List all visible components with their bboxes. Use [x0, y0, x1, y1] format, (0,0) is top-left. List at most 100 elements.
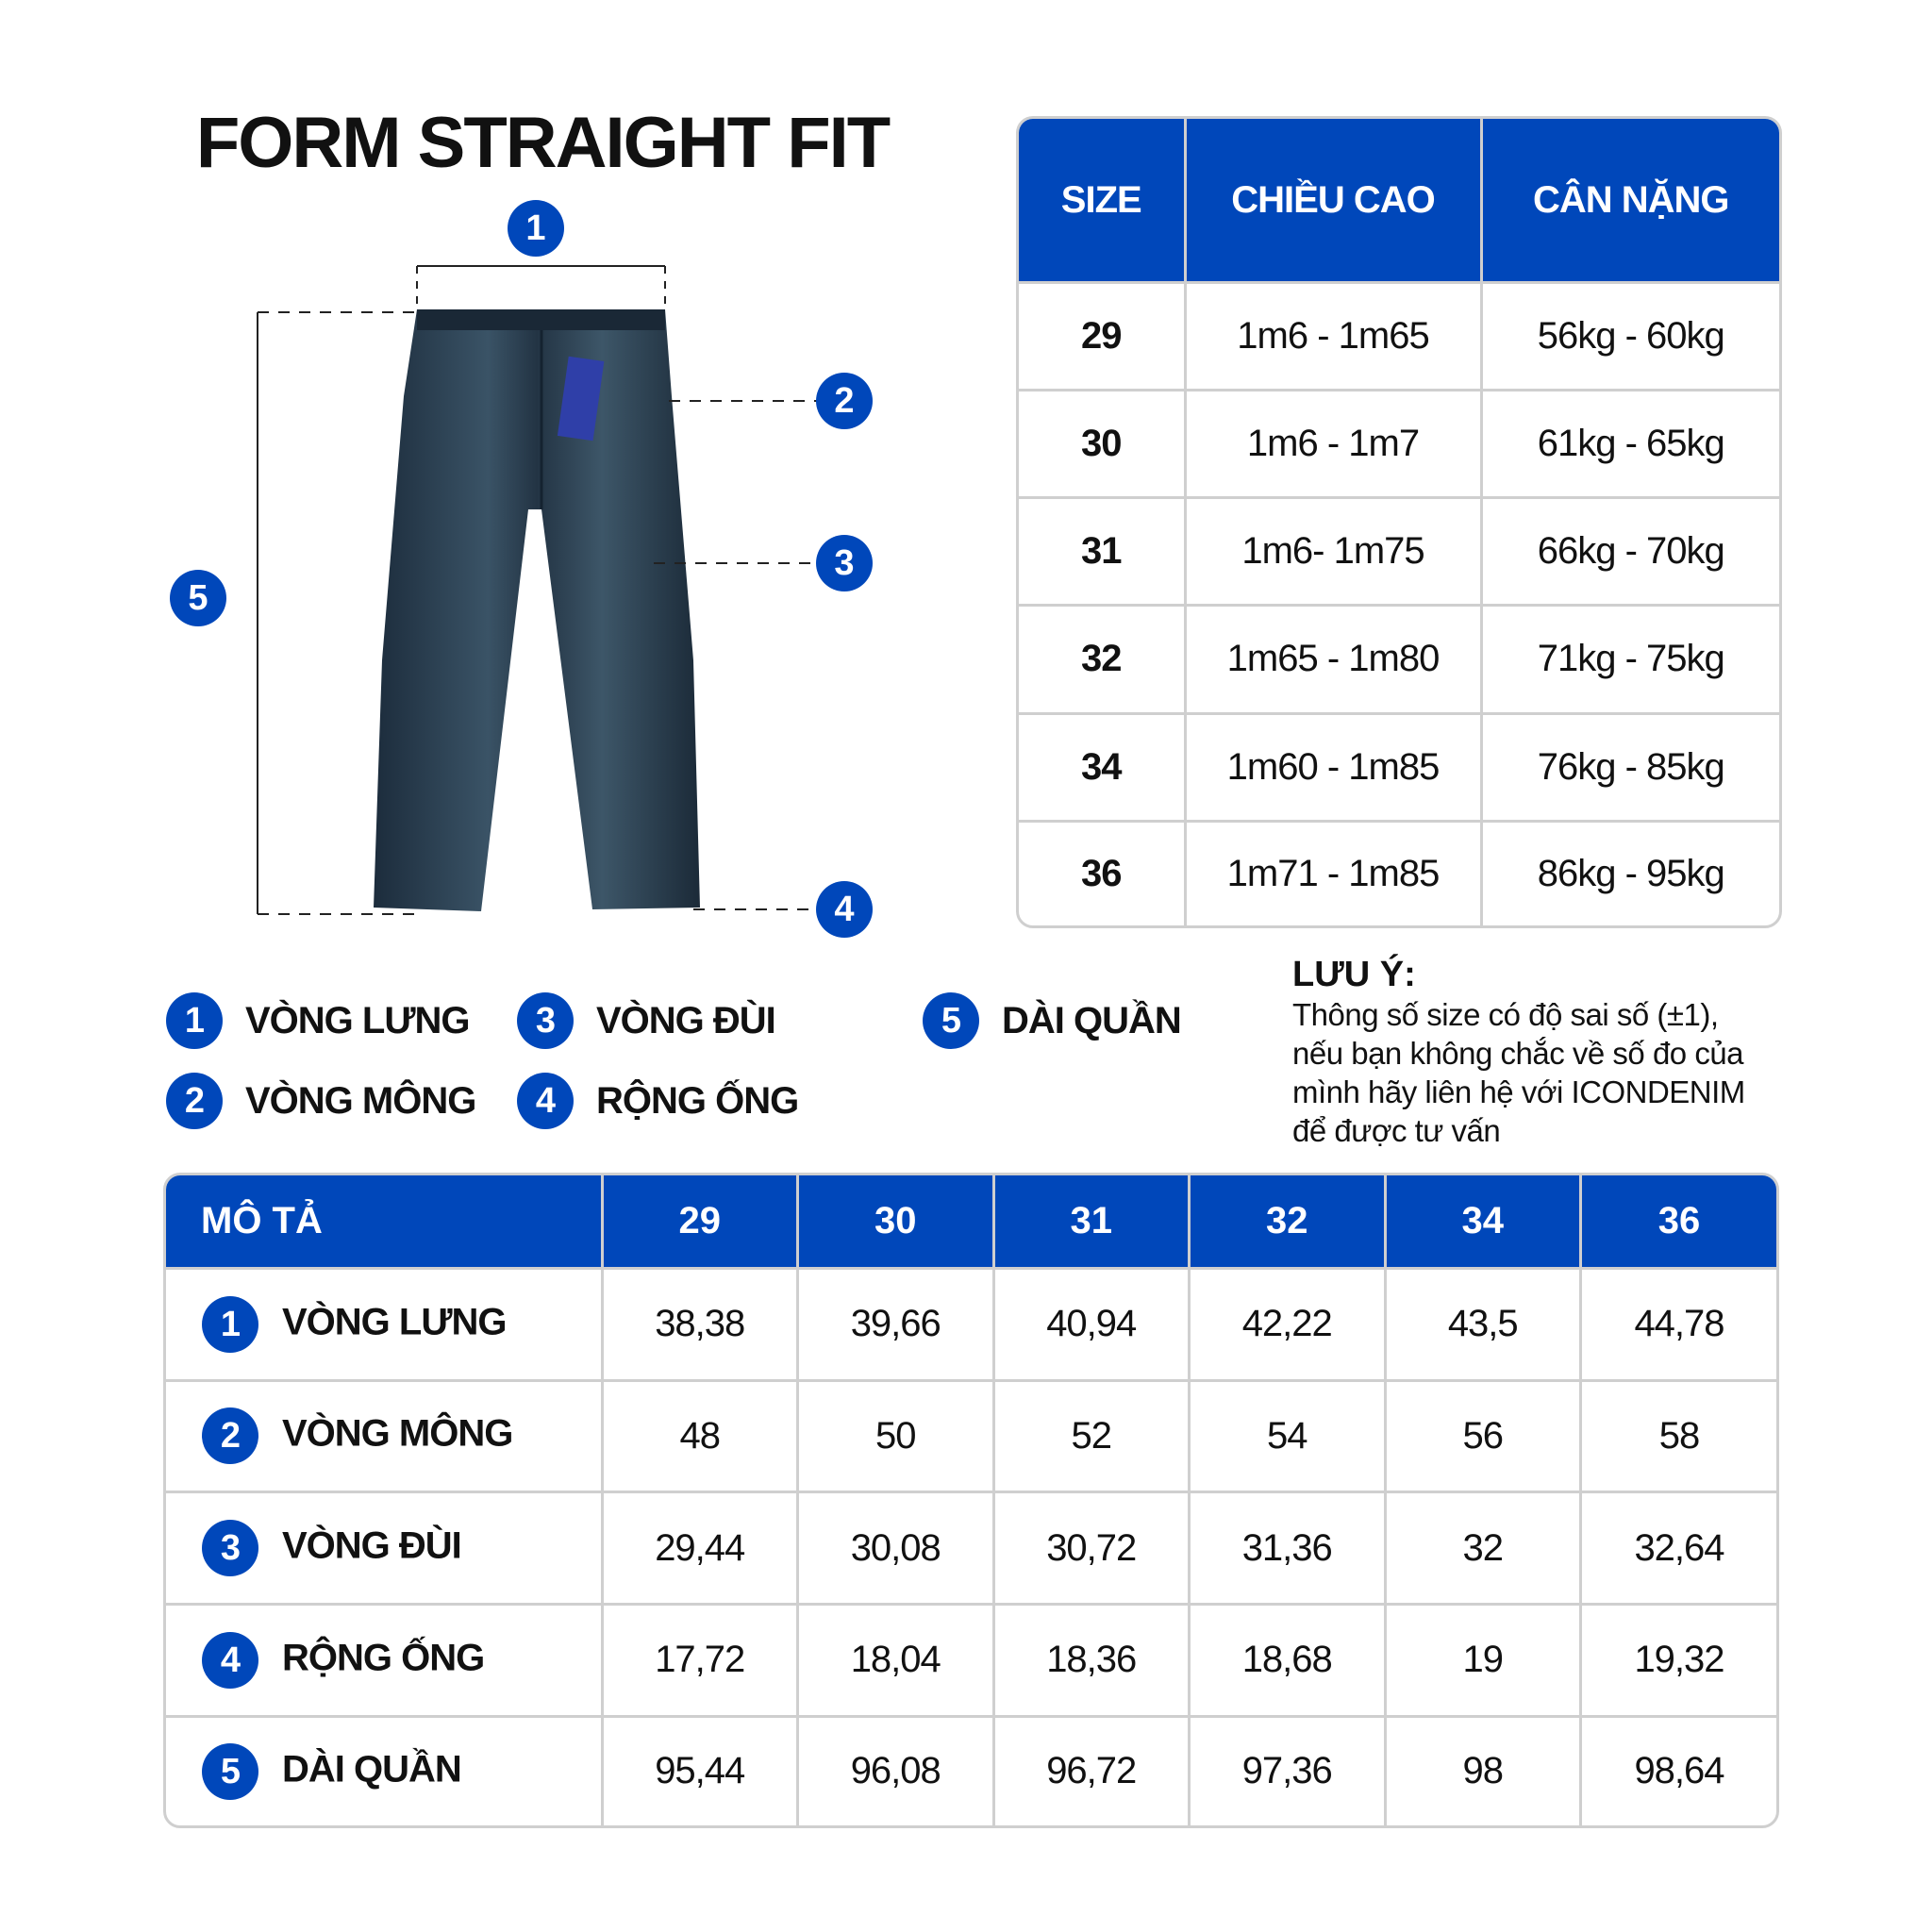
jeans-image	[374, 309, 700, 911]
measurement-value: 48	[600, 1378, 798, 1492]
measurement-value: 42,22	[1188, 1267, 1385, 1381]
height-cell: 1m60 - 1m85	[1183, 711, 1481, 822]
weight-cell: 66kg - 70kg	[1479, 496, 1779, 606]
number-badge: 3	[202, 1520, 258, 1577]
table-row: 5 DÀI QUẦN 95,44 96,08 96,72 97,36 98 98,64	[166, 1714, 1776, 1825]
page-title: FORM STRAIGHT FIT	[195, 103, 891, 183]
note-line: để được tư vấn	[1292, 1113, 1501, 1148]
legend-number: 2	[166, 1073, 223, 1129]
measurement-label-cell: 2 VÒNG MÔNG	[166, 1378, 602, 1492]
size-header: 34	[1383, 1175, 1581, 1269]
measurement-label: VÒNG ĐÙI	[282, 1524, 462, 1567]
table-row: 29 1m6 - 1m65 56kg - 60kg	[1019, 280, 1779, 391]
size-cell: 36	[1019, 819, 1185, 925]
measurement-value: 97,36	[1188, 1714, 1385, 1825]
measurement-value: 39,66	[796, 1267, 993, 1381]
number-badge: 1	[202, 1295, 258, 1353]
size-cell: 34	[1019, 711, 1185, 822]
measurement-value: 40,94	[991, 1267, 1190, 1381]
measurement-value: 30,72	[991, 1491, 1190, 1605]
measurement-label: VÒNG MÔNG	[282, 1413, 513, 1456]
size-table-header: CHIỀU CAO	[1183, 119, 1481, 283]
measurement-value: 30,08	[796, 1491, 993, 1605]
size-cell: 32	[1019, 604, 1185, 714]
table-row: 3 VÒNG ĐÙI 29,44 30,08 30,72 31,36 32 32,64	[166, 1491, 1776, 1605]
measurement-label: DÀI QUẦN	[282, 1748, 462, 1790]
measurement-value: 29,44	[600, 1491, 798, 1605]
measurement-value: 38,38	[600, 1267, 798, 1381]
measurement-value: 52	[991, 1378, 1190, 1492]
size-table-header: CÂN NẶNG	[1479, 119, 1779, 283]
height-cell: 1m6 - 1m7	[1183, 389, 1481, 498]
legend-label: DÀI QUẦN	[1002, 999, 1182, 1041]
legend-item-vong-dui: 3 VÒNG ĐÙI	[517, 992, 776, 1049]
description-header: MÔ TẢ	[166, 1175, 602, 1269]
height-cell: 1m65 - 1m80	[1183, 604, 1481, 714]
measurement-label-cell: 1 VÒNG LƯNG	[166, 1267, 602, 1381]
weight-cell: 71kg - 75kg	[1479, 604, 1779, 714]
legend-number: 3	[517, 992, 574, 1049]
measurement-value: 18,36	[991, 1602, 1190, 1717]
size-header: 32	[1188, 1175, 1385, 1269]
measurement-value: 56	[1383, 1378, 1581, 1492]
weight-cell: 61kg - 65kg	[1479, 389, 1779, 498]
number-badge: 5	[202, 1742, 258, 1800]
measurement-value: 17,72	[600, 1602, 798, 1717]
table-row: 30 1m6 - 1m7 61kg - 65kg	[1019, 389, 1779, 498]
height-cell: 1m6 - 1m65	[1183, 280, 1481, 391]
size-header: 31	[991, 1175, 1190, 1269]
measurement-value: 18,04	[796, 1602, 993, 1717]
note-line: mình hãy liên hệ với ICONDENIM	[1292, 1074, 1745, 1109]
height-cell: 1m6- 1m75	[1183, 496, 1481, 606]
legend-item-vong-lung: 1 VÒNG LƯNG	[166, 992, 471, 1049]
measurement-label-cell: 5 DÀI QUẦN	[166, 1714, 602, 1825]
measurement-value: 58	[1579, 1378, 1776, 1492]
table-row: 31 1m6- 1m75 66kg - 70kg	[1019, 496, 1779, 606]
weight-cell: 76kg - 85kg	[1479, 711, 1779, 822]
table-row: 36 1m71 - 1m85 86kg - 95kg	[1019, 819, 1779, 925]
measurement-value: 98,64	[1579, 1714, 1776, 1825]
legend-number: 1	[166, 992, 223, 1049]
size-header: 30	[796, 1175, 993, 1269]
size-table: SIZE CHIỀU CAO CÂN NẶNG 29 1m6 - 1m65 56kg -…	[1016, 116, 1782, 928]
size-header: 29	[600, 1175, 798, 1269]
measurement-value: 54	[1188, 1378, 1385, 1492]
size-cell: 31	[1019, 496, 1185, 606]
measurement-value: 43,5	[1383, 1267, 1581, 1381]
note-title: LƯU Ý:	[1292, 955, 1416, 994]
marker-3: 3	[816, 535, 873, 591]
size-table-header: SIZE	[1019, 119, 1185, 283]
table-row: 1 VÒNG LƯNG 38,38 39,66 40,94 42,22 43,5 44,78	[166, 1267, 1776, 1381]
height-cell: 1m71 - 1m85	[1183, 819, 1481, 925]
legend-label: VÒNG ĐÙI	[596, 999, 776, 1041]
note: LƯU Ý: Thông số size có độ sai số (±1), …	[1292, 955, 1783, 1150]
measurement-value: 96,72	[991, 1714, 1190, 1825]
measurement-label: RỘNG ỐNG	[282, 1637, 485, 1679]
legend-label: VÒNG MÔNG	[245, 1079, 476, 1122]
measurement-value: 31,36	[1188, 1491, 1385, 1605]
note-line: Thông số size có độ sai số (±1),	[1292, 997, 1719, 1032]
measurement-value: 50	[796, 1378, 993, 1492]
number-badge: 4	[202, 1631, 258, 1689]
weight-cell: 86kg - 95kg	[1479, 819, 1779, 925]
size-cell: 29	[1019, 280, 1185, 391]
marker-5: 5	[170, 570, 226, 626]
legend-number: 4	[517, 1073, 574, 1129]
jeans-diagram	[257, 265, 817, 915]
legend-label: RỘNG ỐNG	[596, 1079, 799, 1122]
marker-4: 4	[816, 881, 873, 938]
number-badge: 2	[202, 1407, 258, 1465]
marker-2: 2	[816, 373, 873, 429]
legend-item-rong-ong: 4 RỘNG ỐNG	[517, 1073, 799, 1129]
measurement-value: 96,08	[796, 1714, 993, 1825]
measurement-value: 98	[1383, 1714, 1581, 1825]
legend-item-vong-mong: 2 VÒNG MÔNG	[166, 1073, 476, 1129]
measurement-label-cell: 4 RỘNG ỐNG	[166, 1602, 602, 1717]
measure-lines	[257, 265, 817, 915]
measurement-label-cell: 3 VÒNG ĐÙI	[166, 1491, 602, 1605]
note-line: nếu bạn không chắc về số đo của	[1292, 1036, 1744, 1071]
measurement-value: 95,44	[600, 1714, 798, 1825]
measurement-value: 44,78	[1579, 1267, 1776, 1381]
measurement-value: 32,64	[1579, 1491, 1776, 1605]
table-row: 2 VÒNG MÔNG 48 50 52 54 56 58	[166, 1378, 1776, 1492]
